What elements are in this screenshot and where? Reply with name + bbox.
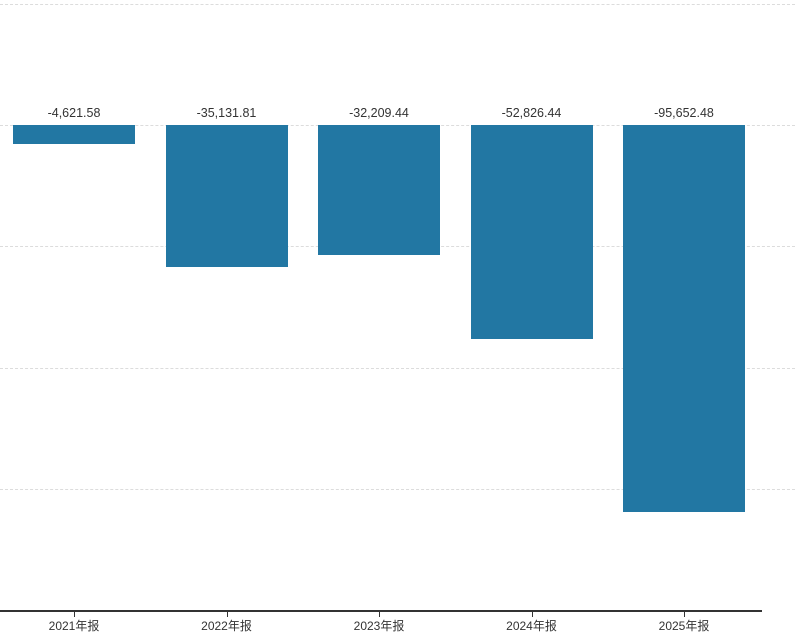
bar-2024年报[interactable] bbox=[470, 125, 593, 339]
x-axis-tick bbox=[226, 612, 228, 617]
x-axis-line bbox=[0, 610, 762, 612]
gridline bbox=[0, 3, 795, 5]
value-label: -52,826.44 bbox=[501, 106, 562, 120]
value-label: -4,621.58 bbox=[47, 106, 101, 120]
bar-2025年报[interactable] bbox=[623, 125, 745, 512]
value-label: -95,652.48 bbox=[654, 106, 714, 120]
bar-2022年报[interactable] bbox=[165, 125, 288, 267]
x-axis-label: 2022年报 bbox=[201, 619, 252, 633]
x-axis-tick bbox=[379, 612, 380, 617]
x-axis-label: 2024年报 bbox=[506, 619, 557, 633]
x-axis-tick bbox=[684, 612, 685, 617]
value-label: -35,131.81 bbox=[196, 106, 257, 120]
x-axis-label: 2023年报 bbox=[353, 619, 405, 633]
x-axis-tick bbox=[531, 612, 533, 617]
x-axis-label: 2025年报 bbox=[658, 619, 710, 633]
x-axis-tick bbox=[74, 612, 75, 617]
gridline bbox=[0, 488, 795, 490]
bar-2021年报[interactable] bbox=[13, 125, 135, 144]
value-label: -32,209.44 bbox=[349, 106, 409, 120]
x-axis-label: 2021年报 bbox=[48, 619, 100, 633]
bar-2023年报[interactable] bbox=[318, 125, 440, 256]
gridline bbox=[0, 367, 795, 369]
